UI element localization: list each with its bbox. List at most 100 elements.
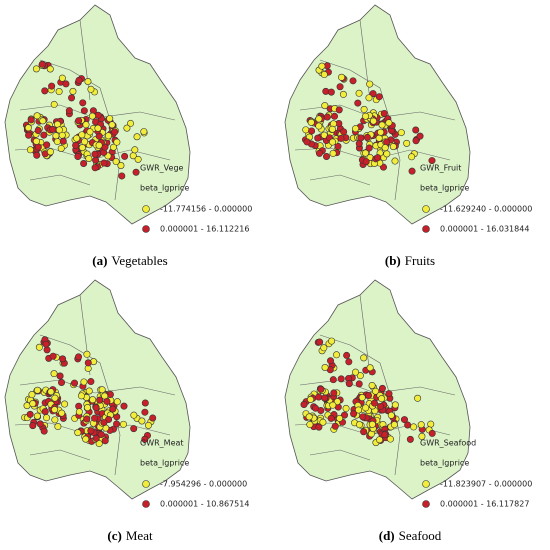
location-point (111, 128, 119, 136)
location-point (54, 423, 62, 431)
location-point (385, 119, 393, 127)
location-point (40, 131, 48, 139)
location-point (130, 411, 138, 419)
district-boundary (29, 449, 91, 461)
caption-text: Meat (126, 528, 153, 543)
location-point (103, 397, 111, 405)
location-point (375, 93, 383, 101)
location-point (391, 401, 399, 409)
location-point (345, 380, 353, 388)
location-point (75, 353, 83, 361)
location-point (138, 417, 146, 425)
location-point (365, 144, 373, 152)
location-point (81, 138, 89, 146)
district-boundary (39, 334, 121, 476)
location-point (86, 128, 94, 136)
location-point (127, 119, 135, 127)
location-point (38, 60, 46, 68)
location-point (50, 100, 58, 108)
location-point (58, 74, 66, 82)
caption-text: Seafood (399, 528, 442, 543)
location-point (50, 370, 58, 378)
location-point (357, 134, 365, 142)
location-point (141, 408, 149, 416)
map-panel: GWR_Vege beta_lgprice -11.774156 - 0.00000… (4, 4, 252, 268)
location-point (80, 378, 88, 386)
location-point (35, 343, 43, 351)
location-point (378, 395, 386, 403)
location-point (317, 385, 325, 393)
location-point (32, 65, 40, 73)
legend-label: 0.000001 - 10.867514 (160, 500, 249, 509)
location-point (328, 125, 336, 133)
location-point (91, 150, 99, 158)
location-point (41, 408, 49, 416)
location-point (78, 131, 86, 139)
location-point (339, 90, 347, 98)
location-point (83, 415, 91, 423)
location-point (315, 149, 323, 157)
location-point (110, 143, 118, 151)
location-point (410, 423, 418, 431)
location-point (53, 138, 61, 146)
location-point (113, 138, 121, 146)
location-point (61, 400, 69, 408)
location-point (43, 141, 51, 149)
location-point (75, 76, 83, 84)
caption-letter: (c) (107, 528, 121, 543)
location-point (141, 399, 149, 407)
location-point (77, 392, 85, 400)
location-point (101, 437, 109, 445)
location-point (329, 376, 337, 384)
location-point (307, 395, 315, 403)
location-point (307, 118, 315, 126)
location-point (406, 435, 414, 443)
location-point (58, 379, 66, 387)
location-point (337, 375, 345, 383)
location-point (41, 87, 49, 95)
location-point (33, 412, 41, 420)
location-point (58, 409, 66, 417)
district-boundary (309, 449, 371, 461)
district-boundary (359, 294, 371, 376)
location-point (72, 141, 80, 149)
caption-letter: (b) (385, 253, 401, 268)
legend-swatch (142, 225, 150, 233)
caption: (b) Fruits (385, 253, 435, 268)
location-point (94, 124, 102, 132)
location-point (408, 153, 416, 161)
location-point (414, 394, 422, 402)
location-point (46, 65, 54, 73)
location-point (355, 89, 363, 97)
location-point (363, 133, 371, 141)
location-point (362, 112, 370, 120)
location-point (400, 416, 408, 424)
location-point (27, 116, 35, 124)
location-point (113, 420, 121, 428)
caption: (a) Vegetables (92, 253, 167, 268)
location-point (391, 157, 399, 165)
location-point (315, 115, 323, 123)
location-point (327, 357, 335, 365)
location-point (59, 137, 67, 145)
location-point (75, 117, 83, 125)
legend-layer: GWR_Seafood (420, 439, 476, 448)
location-point (89, 396, 97, 404)
map-panel: GWR_Meat beta_lgprice -7.954296 - 0.000000… (4, 279, 249, 543)
location-point (141, 435, 149, 443)
location-point (320, 71, 328, 79)
location-point (323, 153, 331, 161)
location-point (118, 172, 126, 180)
location-point (303, 138, 311, 146)
caption: (d) Seafood (379, 528, 442, 543)
legend-label: -11.629240 - 0.000000 (440, 205, 532, 214)
location-point (352, 368, 360, 376)
location-point (51, 406, 59, 414)
location-point (95, 141, 103, 149)
location-point (49, 352, 57, 360)
location-point (327, 414, 335, 422)
location-point (408, 167, 416, 175)
location-point (140, 128, 148, 136)
location-point (92, 156, 100, 164)
location-point (131, 146, 139, 154)
